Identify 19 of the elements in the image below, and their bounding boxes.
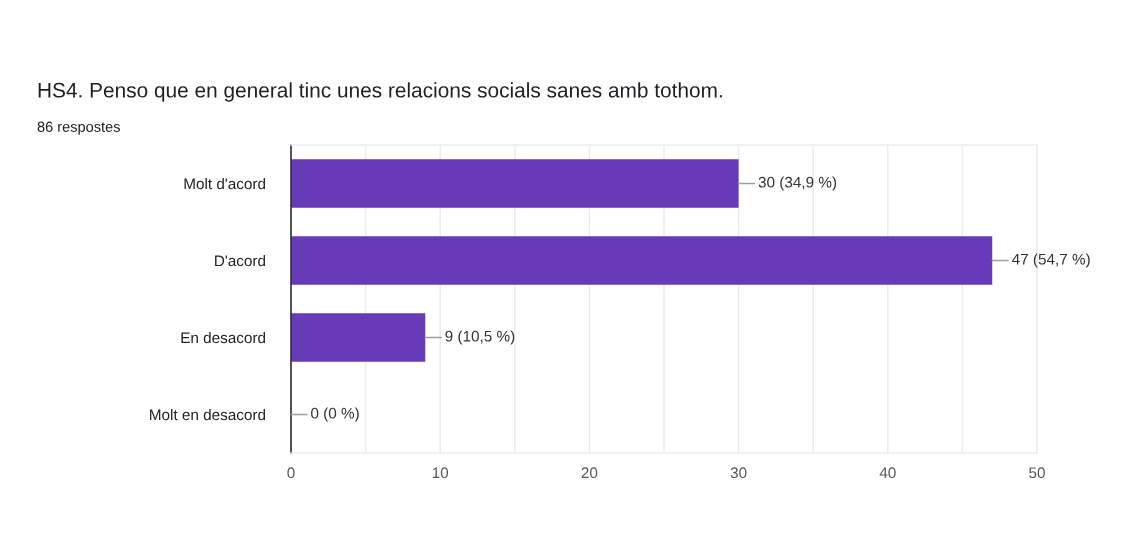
x-tick-label: 10 (432, 467, 449, 479)
data-label: 47 (54,7 %) (1012, 253, 1090, 268)
x-tick-label: 50 (1029, 467, 1045, 479)
y-tick-label: D'acord (215, 254, 266, 267)
y-tick-label: Molt d'acord (184, 177, 266, 190)
data-label: 30 (34,9 %) (758, 176, 837, 191)
data-label: 0 (0 %) (311, 407, 359, 422)
bar (291, 236, 993, 285)
y-tick-label: Molt en desacord (150, 408, 266, 421)
y-tick-label: En desacord (181, 331, 266, 344)
text: 86 respostes (37, 121, 120, 135)
bar (291, 159, 739, 208)
chart-title: HS4. Penso que en general tinc unes relacions socials sanes amb tothom. (38, 82, 722, 102)
x-tick-label: 0 (287, 467, 295, 479)
x-tick-label: 30 (730, 467, 747, 479)
data-label: 9 (10,5 %) (445, 330, 515, 345)
x-tick-label: 40 (879, 467, 896, 479)
bar (291, 313, 426, 362)
x-tick-label: 20 (581, 467, 598, 479)
